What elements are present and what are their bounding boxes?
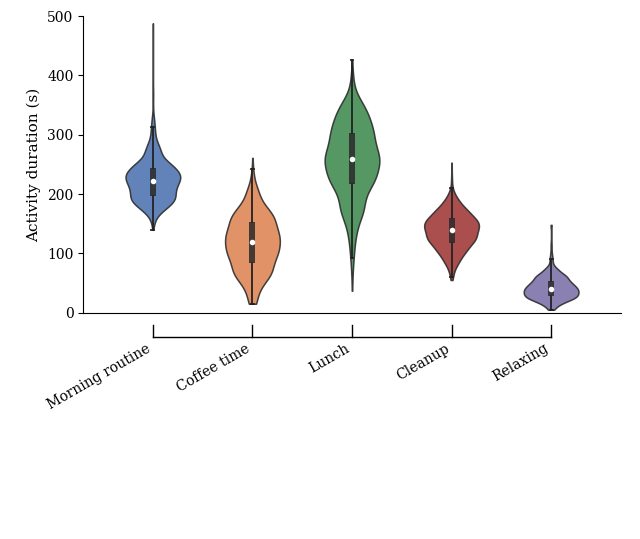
Text: Cleanup: Cleanup — [394, 341, 452, 383]
PathPatch shape — [548, 281, 554, 296]
Point — [148, 176, 158, 185]
Text: Morning routine: Morning routine — [45, 341, 153, 412]
Point — [447, 226, 457, 234]
PathPatch shape — [349, 133, 355, 184]
PathPatch shape — [449, 218, 454, 243]
Text: Relaxing: Relaxing — [490, 341, 551, 384]
Point — [247, 238, 257, 246]
PathPatch shape — [250, 222, 255, 263]
Point — [347, 155, 357, 164]
Text: Coffee time: Coffee time — [175, 341, 252, 394]
Text: Lunch: Lunch — [307, 341, 352, 375]
PathPatch shape — [150, 168, 156, 196]
Y-axis label: Activity duration (s): Activity duration (s) — [27, 87, 42, 241]
Point — [546, 285, 556, 293]
